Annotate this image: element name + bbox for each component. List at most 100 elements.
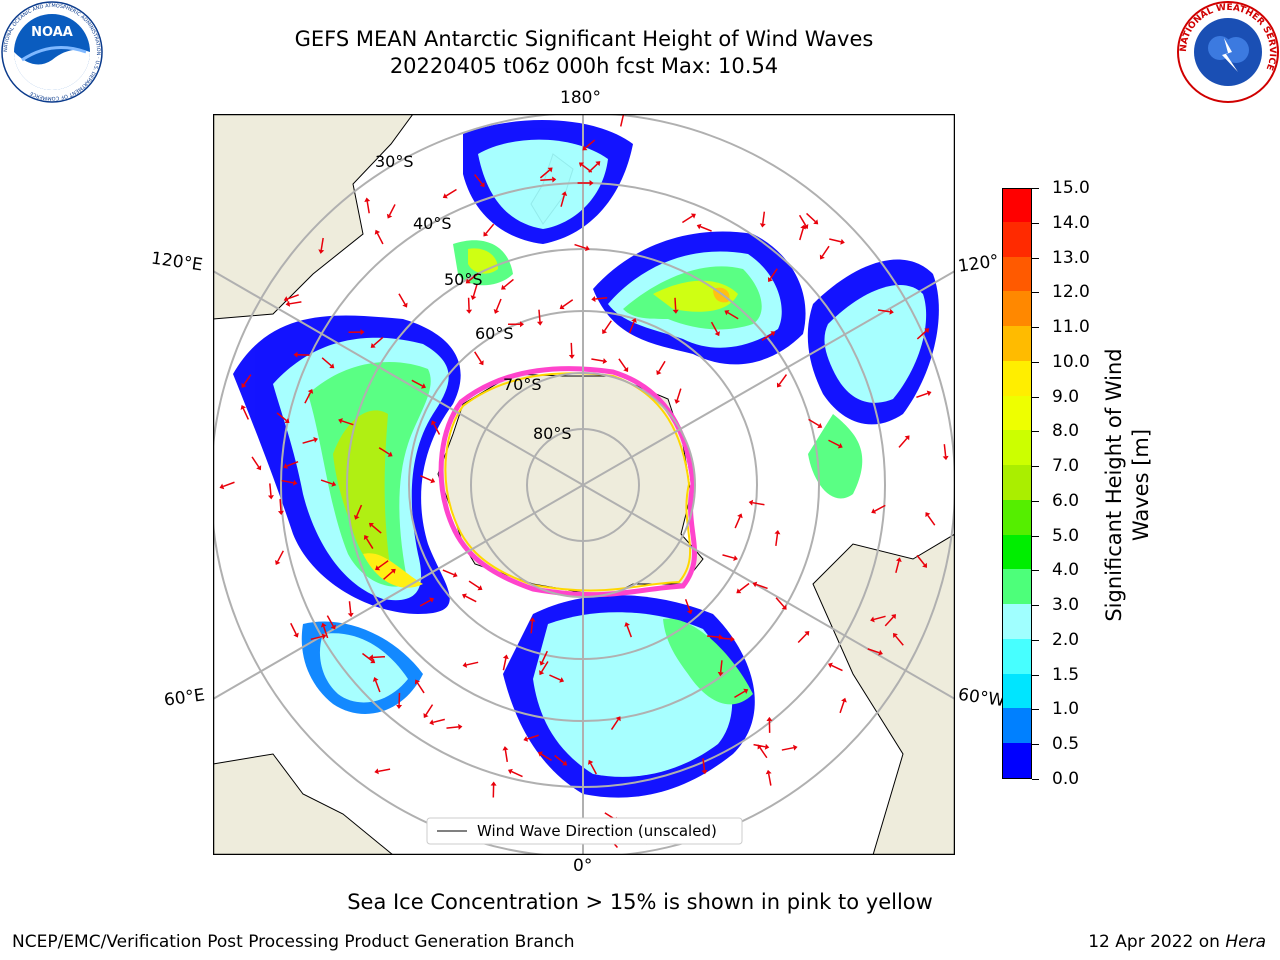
wind-wave-arrow xyxy=(752,501,765,506)
wind-wave-arrowhead xyxy=(293,351,298,358)
colorbar-tick-label: 12.0 xyxy=(1052,282,1090,303)
wind-wave-arrow xyxy=(374,680,381,693)
colorbar-tick xyxy=(1032,188,1039,189)
wind-wave-arrow xyxy=(376,232,384,245)
wind-wave-arrow xyxy=(304,392,312,404)
wind-wave-arrowhead xyxy=(523,736,529,742)
colorbar-tick xyxy=(1032,257,1039,259)
wind-wave-arrowhead xyxy=(483,231,489,237)
wind-wave-arrowhead xyxy=(819,254,825,260)
wind-wave-arrowhead xyxy=(477,585,483,591)
wind-wave-arrow xyxy=(326,615,334,627)
wind-wave-arrowhead xyxy=(537,751,543,757)
wind-wave-arrowhead xyxy=(624,622,630,627)
wind-wave-arrowhead xyxy=(718,634,723,641)
wind-wave-arrow xyxy=(767,773,772,786)
wind-wave-arrow xyxy=(799,228,804,241)
wind-wave-arrow xyxy=(540,753,552,762)
wind-wave-arrow xyxy=(759,747,768,759)
wind-wave-arrowhead xyxy=(267,495,274,500)
wind-wave-arrowhead xyxy=(423,713,429,719)
lat-label-80s: 80°S xyxy=(533,424,572,443)
lon-label-bottom: 0° xyxy=(573,856,593,876)
wave-height-field xyxy=(233,120,939,798)
sea-ice-inner xyxy=(444,372,692,592)
colorbar-tick-label: 4.0 xyxy=(1052,560,1080,581)
wind-wave-arrowhead xyxy=(386,213,393,219)
wind-wave-arrow xyxy=(289,301,302,305)
colorbar-tick-label: 9.0 xyxy=(1052,386,1080,407)
lat-label-50s: 50°S xyxy=(444,270,483,289)
wind-wave-arrow xyxy=(366,201,370,214)
system-name: Hera xyxy=(1225,932,1266,952)
colorbar-tick-label: 13.0 xyxy=(1052,247,1090,268)
wind-wave-arrow xyxy=(722,554,735,559)
wind-wave-arrowhead xyxy=(766,716,773,721)
wind-wave-arrowhead xyxy=(893,632,898,638)
colorbar-segment xyxy=(1003,394,1031,431)
wind-wave-arrow xyxy=(700,225,712,232)
wind-wave-arrow xyxy=(706,635,720,638)
wind-wave-arrow xyxy=(539,169,551,179)
wind-wave-arrowhead xyxy=(458,723,463,730)
wind-wave-arrowhead xyxy=(672,309,679,314)
wind-wave-arrowhead xyxy=(283,463,288,469)
colorbar-segment xyxy=(1003,290,1031,327)
wind-wave-arrow xyxy=(702,758,706,771)
wind-wave-arrowhead xyxy=(330,624,336,630)
wind-wave-arrowhead xyxy=(568,354,575,359)
wind-wave-arrowhead xyxy=(284,418,290,424)
colorbar-tick-label: 1.5 xyxy=(1052,664,1080,685)
colorbar-tick-label: 8.0 xyxy=(1052,421,1080,442)
colorbar-segment xyxy=(1003,255,1031,292)
australia-land xyxy=(213,114,414,320)
south-america-land xyxy=(812,533,955,855)
wind-wave-arrow xyxy=(277,550,284,562)
colorbar-tick xyxy=(1032,431,1039,433)
wind-wave-arrow xyxy=(320,479,333,485)
wind-wave-arrowhead xyxy=(493,308,500,314)
wind-wave-arrow xyxy=(388,204,396,216)
wind-wave-arrowhead xyxy=(507,768,513,775)
wind-wave-arrowhead xyxy=(396,704,403,709)
colorbar-segment xyxy=(1003,603,1031,639)
wind-wave-arrowhead xyxy=(578,162,584,168)
wind-wave-arrow xyxy=(574,243,587,249)
lat-label-70s: 70°S xyxy=(503,375,542,394)
wind-wave-arrow xyxy=(806,212,816,223)
colorbar-label: Significant Height of Wind Waves [m] xyxy=(1102,348,1153,622)
wind-wave-arrows xyxy=(219,114,949,849)
nws-logo: NATIONAL WEATHER SERVICE xyxy=(1177,1,1279,103)
date-stamp: 12 Apr 2022 on Hera xyxy=(1088,932,1266,952)
noaa-logo: NOAA NATIONAL OCEANIC AND ATMOSPHERIC AD… xyxy=(1,1,103,103)
wind-wave-arrowhead xyxy=(701,769,708,775)
wind-wave-arrowhead xyxy=(942,455,949,461)
wind-wave-arrow xyxy=(589,763,597,775)
colorbar-tick xyxy=(1032,570,1039,572)
wind-wave-arrowhead xyxy=(559,304,565,310)
wind-wave-arrowhead xyxy=(714,331,720,337)
wind-wave-arrowhead xyxy=(591,296,596,303)
land-masses xyxy=(213,114,955,855)
wind-wave-arrowhead xyxy=(421,383,426,389)
wind-wave-arrowhead xyxy=(547,167,553,173)
wind-wave-arrowhead xyxy=(765,769,772,775)
colorbar-tick-label: 15.0 xyxy=(1052,178,1090,198)
wind-wave-arrow xyxy=(762,211,766,224)
wind-wave-arrowhead xyxy=(588,759,594,765)
legend-label: Wind Wave Direction (unscaled) xyxy=(477,822,717,840)
wind-wave-arrow xyxy=(321,357,332,367)
wind-wave-arrowhead xyxy=(461,593,467,599)
wind-wave-arrowhead xyxy=(241,382,247,388)
wind-wave-arrow xyxy=(504,749,509,763)
wind-wave-arrow xyxy=(775,597,785,608)
colorbar-segment xyxy=(1003,189,1031,222)
wind-wave-arrow xyxy=(432,718,445,724)
wind-wave-arrowhead xyxy=(502,654,509,660)
lon-label-upper-right: 120° xyxy=(956,251,1001,277)
graticule xyxy=(213,114,955,855)
wind-wave-arrow xyxy=(474,351,482,363)
wind-wave-arrow xyxy=(927,514,936,526)
wind-wave-arrow xyxy=(511,770,523,778)
wind-wave-arrow xyxy=(560,194,565,207)
